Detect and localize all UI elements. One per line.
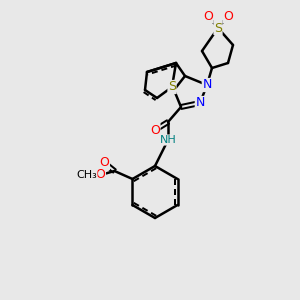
Text: O: O	[203, 10, 213, 22]
Text: CH₃: CH₃	[76, 170, 97, 180]
Text: O: O	[223, 10, 233, 22]
Text: S: S	[214, 22, 222, 34]
Text: O: O	[100, 157, 110, 169]
Text: N: N	[195, 97, 205, 110]
Text: N: N	[202, 79, 212, 92]
Text: NH: NH	[160, 135, 176, 145]
Text: S: S	[168, 80, 176, 94]
Text: O: O	[95, 169, 105, 182]
Text: O: O	[150, 124, 160, 136]
